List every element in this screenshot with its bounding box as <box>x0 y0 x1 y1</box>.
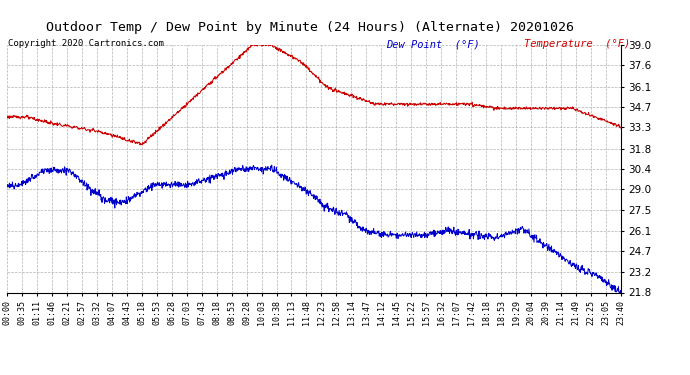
Text: Outdoor Temp / Dew Point by Minute (24 Hours) (Alternate) 20201026: Outdoor Temp / Dew Point by Minute (24 H… <box>46 21 575 34</box>
Text: Temperature  (°F): Temperature (°F) <box>524 39 631 50</box>
Text: Copyright 2020 Cartronics.com: Copyright 2020 Cartronics.com <box>8 39 164 48</box>
Text: Dew Point  (°F): Dew Point (°F) <box>386 39 480 50</box>
